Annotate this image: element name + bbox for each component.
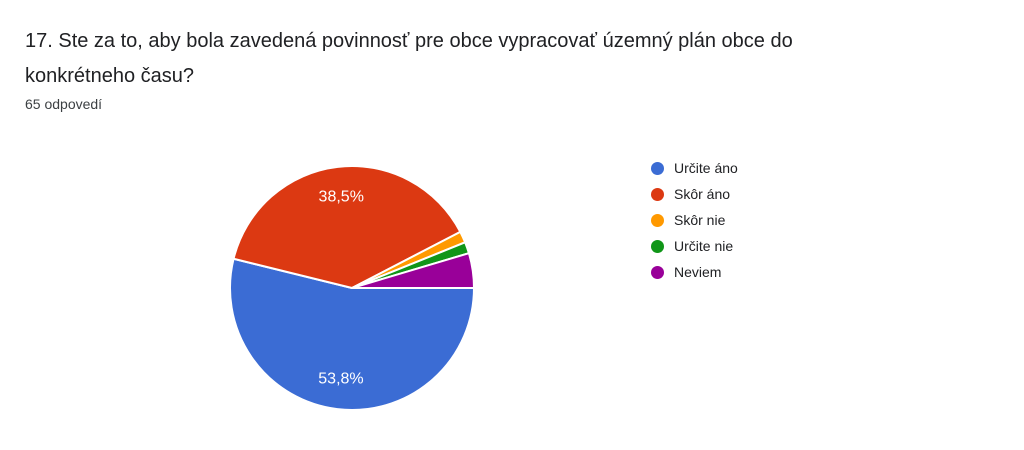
legend-swatch-icon (651, 239, 664, 253)
legend-label: Určite áno (674, 160, 738, 176)
responses-count: 65 odpovedí (25, 96, 103, 112)
legend-swatch-icon (651, 187, 664, 201)
legend-item: Neviem (651, 264, 738, 280)
pie-chart-svg: 53,8% 38,5% (229, 165, 475, 412)
legend-swatch-icon (651, 213, 664, 227)
legend-item: Skôr áno (651, 186, 738, 202)
pie-chart: 53,8% 38,5% (224, 160, 480, 416)
legend-item: Určite nie (651, 238, 738, 254)
pie-slice-percent-label: 38,5% (319, 189, 364, 206)
pie-slice-percent-label: 53,8% (318, 370, 363, 387)
pie-slice-1[interactable] (232, 165, 462, 289)
legend: Určite áno Skôr áno Skôr nie Určite nie Nevi… (651, 160, 738, 280)
pie-slice-0[interactable] (229, 257, 475, 412)
question-title: 17. Ste za to, aby bola zavedená povinno… (25, 30, 793, 87)
legend-swatch-icon (651, 265, 664, 279)
legend-label: Určite nie (674, 238, 734, 254)
legend-label: Skôr nie (674, 212, 726, 228)
legend-label: Neviem (674, 264, 722, 280)
legend-swatch-icon (651, 161, 664, 175)
legend-item: Skôr nie (651, 212, 738, 228)
pie-slice-4[interactable] (351, 252, 475, 289)
legend-item: Určite áno (651, 160, 738, 176)
legend-label: Skôr áno (674, 186, 731, 202)
